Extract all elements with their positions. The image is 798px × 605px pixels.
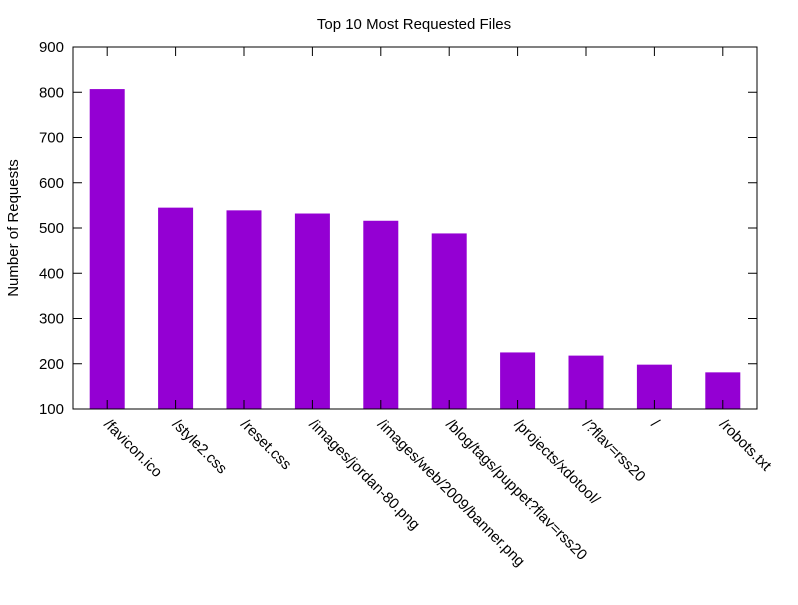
y-tick-label: 300	[39, 311, 64, 328]
bar	[158, 207, 194, 409]
bar	[89, 89, 125, 409]
bars-layer	[89, 89, 741, 409]
x-tick-labels: /favicon.ico/style2.css/reset.css/images…	[100, 416, 775, 570]
x-tick-label: /	[648, 416, 664, 432]
y-tick-label: 900	[39, 39, 64, 56]
x-tick-label: /style2.css	[169, 416, 231, 478]
plot-frame	[72, 46, 758, 410]
x-tick-label: /images/web/2009/banner.png	[374, 416, 528, 570]
y-tick-labels: 100 200 300 400 500 600 700 800 900	[39, 39, 64, 418]
bar	[363, 220, 399, 409]
y-axis-label: Number of Requests	[5, 159, 22, 297]
y-tick-label: 700	[39, 130, 64, 147]
y-tick-label: 400	[39, 265, 64, 282]
bar	[500, 352, 536, 409]
bar	[431, 233, 467, 409]
bar	[294, 213, 330, 409]
x-tick-label: /images/jordan-80.png	[306, 416, 424, 534]
y-tick-label: 100	[39, 401, 64, 418]
chart-title: Top 10 Most Requested Files	[317, 16, 511, 33]
y-tick-label: 600	[39, 175, 64, 192]
x-tick-label: /favicon.ico	[100, 416, 165, 481]
y-tick-label: 500	[39, 220, 64, 237]
y-tick-label: 200	[39, 356, 64, 373]
y-tick-label: 800	[39, 84, 64, 101]
x-tick-label: /reset.css	[237, 416, 294, 473]
x-tick-label: /blog/tags/puppet?flav=rss20	[442, 416, 590, 564]
bar	[226, 210, 262, 409]
x-tick-label: /?flav=rss20	[579, 416, 649, 486]
x-tick-label: /robots.txt	[716, 416, 775, 475]
